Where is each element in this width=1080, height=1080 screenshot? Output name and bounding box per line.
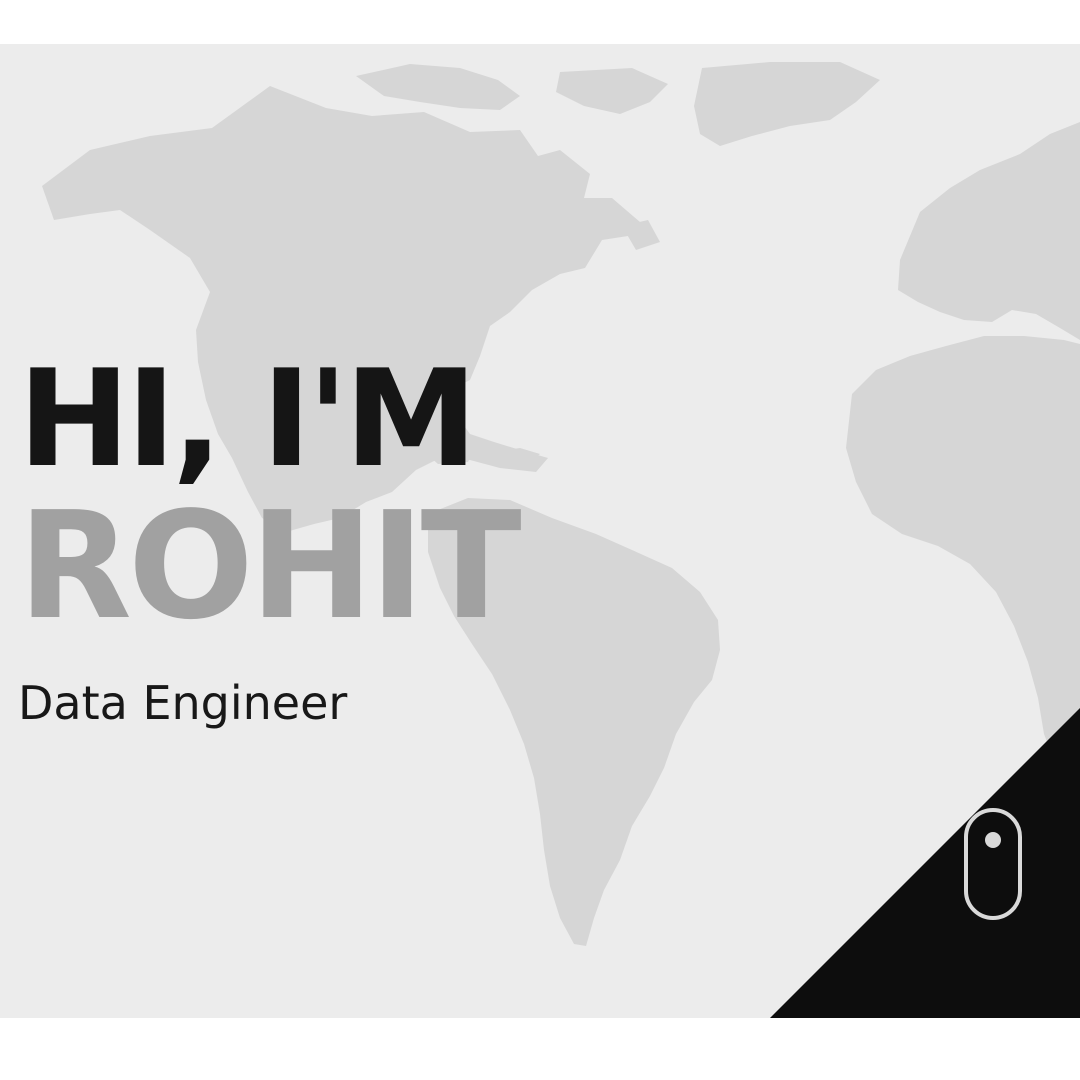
hero-name: ROHIT [18,480,522,652]
scroll-down-button[interactable] [962,806,1024,922]
hero-section: HI, I'M ROHIT Data Engineer [0,44,1080,1018]
mouse-scroll-icon [964,808,1022,920]
hero-greeting: HI, I'M [18,341,478,497]
hero-role: Data Engineer [18,676,348,730]
world-map-background [42,62,1080,946]
